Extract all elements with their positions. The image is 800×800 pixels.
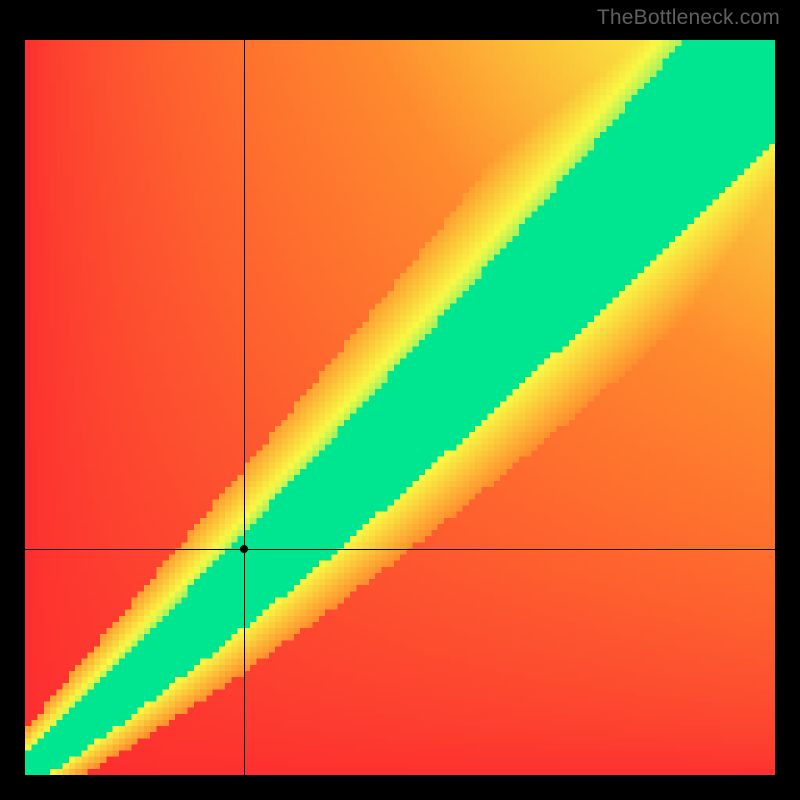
heatmap-canvas xyxy=(25,40,775,775)
crosshair-horizontal xyxy=(25,549,775,550)
attribution-text: TheBottleneck.com xyxy=(597,6,780,30)
chart-container: TheBottleneck.com xyxy=(0,0,800,800)
crosshair-vertical xyxy=(244,40,245,775)
heatmap-plot-area xyxy=(25,40,775,775)
